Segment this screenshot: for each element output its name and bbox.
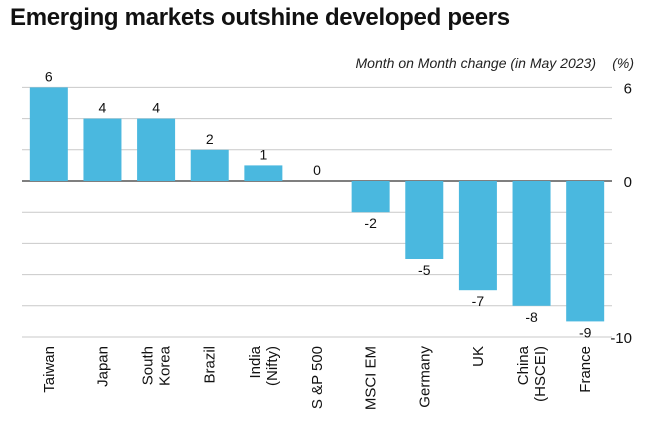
- bar: [83, 118, 122, 181]
- bar: [512, 181, 551, 306]
- data-label: -8: [525, 309, 538, 325]
- x-tick-label: South Korea: [140, 345, 174, 386]
- x-tick-label: India (Nifty): [247, 345, 281, 386]
- unit-label: (%): [612, 55, 634, 71]
- data-label: 1: [259, 146, 267, 162]
- x-tick-label: UK: [470, 346, 487, 367]
- x-tick-label-line: Taiwan: [41, 346, 58, 393]
- data-labels: 6 4 4 2 1 0 -2 -5 -7 -8 -9: [45, 68, 592, 340]
- x-tick-label-line: MSCI EM: [363, 346, 380, 410]
- chart-subtitle: Month on Month change (in May 2023): [356, 55, 596, 71]
- data-label: -9: [579, 324, 592, 340]
- x-tick-label-line: (HSCEI): [532, 346, 549, 402]
- y-tick-label: -10: [610, 330, 632, 347]
- bar: [405, 181, 444, 259]
- y-tick-label: 6: [624, 80, 632, 97]
- bar: [351, 181, 390, 213]
- data-label: 0: [313, 162, 321, 178]
- bar: [29, 87, 68, 181]
- x-tick-label-line: Brazil: [202, 346, 219, 384]
- y-axis-labels: 6 0 -10: [610, 80, 632, 347]
- x-tick-label: S &P 500: [309, 346, 326, 409]
- x-tick-label: Brazil: [202, 346, 219, 384]
- bar: [458, 181, 497, 291]
- bars: [29, 87, 605, 322]
- bar: [137, 118, 176, 181]
- x-axis-labels: Taiwan Japan South Korea Brazil India (Nifty) S…: [41, 345, 594, 410]
- data-label: 4: [152, 100, 160, 116]
- x-tick-label: China (HSCEI): [515, 345, 549, 401]
- data-label: -5: [418, 262, 431, 278]
- x-tick-label: Germany: [416, 346, 433, 408]
- x-tick-label-line: India: [247, 345, 264, 378]
- x-tick-label-line: Germany: [416, 346, 433, 408]
- x-tick-label-line: France: [577, 346, 594, 393]
- y-tick-label: 0: [624, 174, 632, 191]
- bar: [244, 165, 283, 181]
- x-tick-label-line: Japan: [94, 346, 111, 387]
- x-tick-label-line: China: [515, 345, 532, 385]
- x-tick-label: MSCI EM: [363, 346, 380, 410]
- x-tick-label-line: South: [140, 346, 157, 385]
- x-tick-label-line: S &P 500: [309, 346, 326, 409]
- data-label: 4: [99, 100, 107, 116]
- chart-title: Emerging markets outshine developed peer…: [10, 4, 510, 31]
- data-label: 2: [206, 131, 214, 147]
- x-tick-label-line: (Nifty): [264, 346, 281, 386]
- bar: [190, 149, 229, 181]
- data-label: -2: [364, 215, 377, 231]
- data-label: 6: [45, 68, 53, 84]
- x-tick-label: France: [577, 346, 594, 393]
- x-tick-label-line: Korea: [157, 345, 174, 386]
- x-tick-label-line: UK: [470, 346, 487, 367]
- data-label: -7: [472, 293, 485, 309]
- bar: [566, 181, 605, 322]
- x-tick-label: Japan: [94, 346, 111, 387]
- x-tick-label: Taiwan: [41, 346, 58, 393]
